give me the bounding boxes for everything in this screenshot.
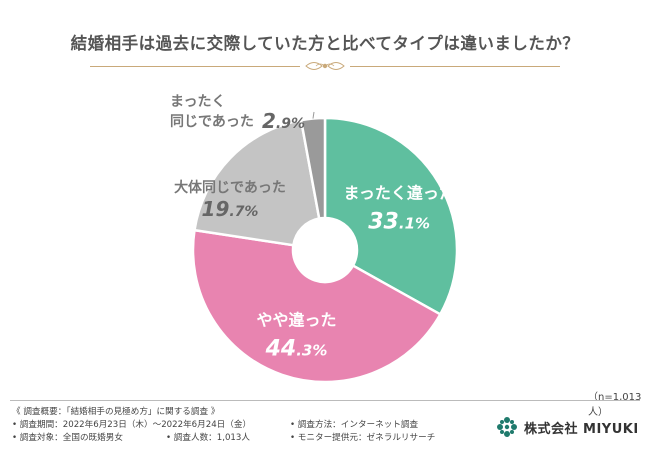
survey-provider: • モニター提供元：ゼネラルリサーチ [290,433,436,443]
company-logo: 株式会社 MIYUKI [496,416,639,438]
survey-target: • 調査対象：全国の既婚男女 [12,433,123,443]
slice-label-2: やや違った [256,310,336,329]
slice-value-1: 33.1% [368,209,430,234]
survey-method: • 調査方法：インターネット調査 [290,420,419,430]
survey-period: • 調査期間：2022年6月23日（木）〜2022年6月24日（金） [12,420,252,430]
slice-value-2: 44.3% [265,336,328,361]
sample-size: （n=1,013人） [588,392,642,418]
slice-label-4-line-1: まったく [170,94,225,110]
pie-slice-2 [191,228,442,384]
title-rule-right [350,66,560,67]
title-rule-left [90,66,300,67]
pie-slice-3 [193,118,321,247]
survey-count: • 調査人数：1,013人 [166,433,250,443]
slice-label-3: 大体同じであった [174,179,286,196]
pie-slice-4 [299,116,327,220]
slice-label-1: まったく違った [343,183,454,202]
company-name: 株式会社 MIYUKI [524,421,639,437]
chart-title: 結婚相手は過去に交際していた方と比べてタイプは違いましたか？ [70,34,580,53]
slice-value-4: 2.9% [262,109,305,133]
survey-heading: 《 調査概要：「結婚相手の見極め方」に関する調査 》 [12,407,220,417]
ornament-icon [305,62,345,70]
slice-label-4-line-2: 同じであった [170,114,254,130]
slice-value-3: 19.7% [202,197,259,221]
footer-divider [10,400,640,401]
pie-slice-1 [323,116,459,317]
leader-line-4 [312,111,315,119]
flower-logo-icon [497,417,517,437]
